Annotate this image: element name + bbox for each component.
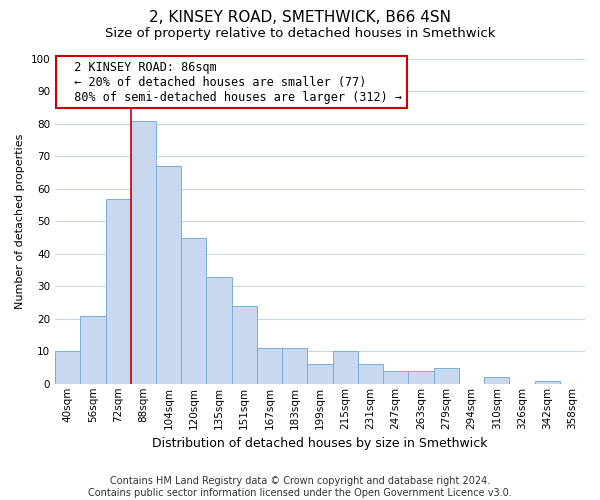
Y-axis label: Number of detached properties: Number of detached properties [15, 134, 25, 309]
Bar [232, 306, 257, 384]
Text: Size of property relative to detached houses in Smethwick: Size of property relative to detached ho… [105, 28, 495, 40]
Text: 2 KINSEY ROAD: 86sqm
  ← 20% of detached houses are smaller (77)
  80% of semi-d: 2 KINSEY ROAD: 86sqm ← 20% of detached h… [61, 60, 403, 104]
Bar [535, 380, 560, 384]
Bar [156, 166, 181, 384]
Bar [383, 371, 409, 384]
Bar [206, 276, 232, 384]
Text: Contains HM Land Registry data © Crown copyright and database right 2024.
Contai: Contains HM Land Registry data © Crown c… [88, 476, 512, 498]
Bar [484, 378, 509, 384]
Bar [106, 198, 131, 384]
Bar [282, 348, 307, 384]
Bar [332, 352, 358, 384]
Bar [181, 238, 206, 384]
Bar [358, 364, 383, 384]
X-axis label: Distribution of detached houses by size in Smethwick: Distribution of detached houses by size … [152, 437, 488, 450]
Text: 2, KINSEY ROAD, SMETHWICK, B66 4SN: 2, KINSEY ROAD, SMETHWICK, B66 4SN [149, 10, 451, 25]
Bar [55, 352, 80, 384]
Bar [409, 371, 434, 384]
Bar [80, 316, 106, 384]
Bar [131, 120, 156, 384]
Bar [307, 364, 332, 384]
Bar [257, 348, 282, 384]
Bar [434, 368, 459, 384]
